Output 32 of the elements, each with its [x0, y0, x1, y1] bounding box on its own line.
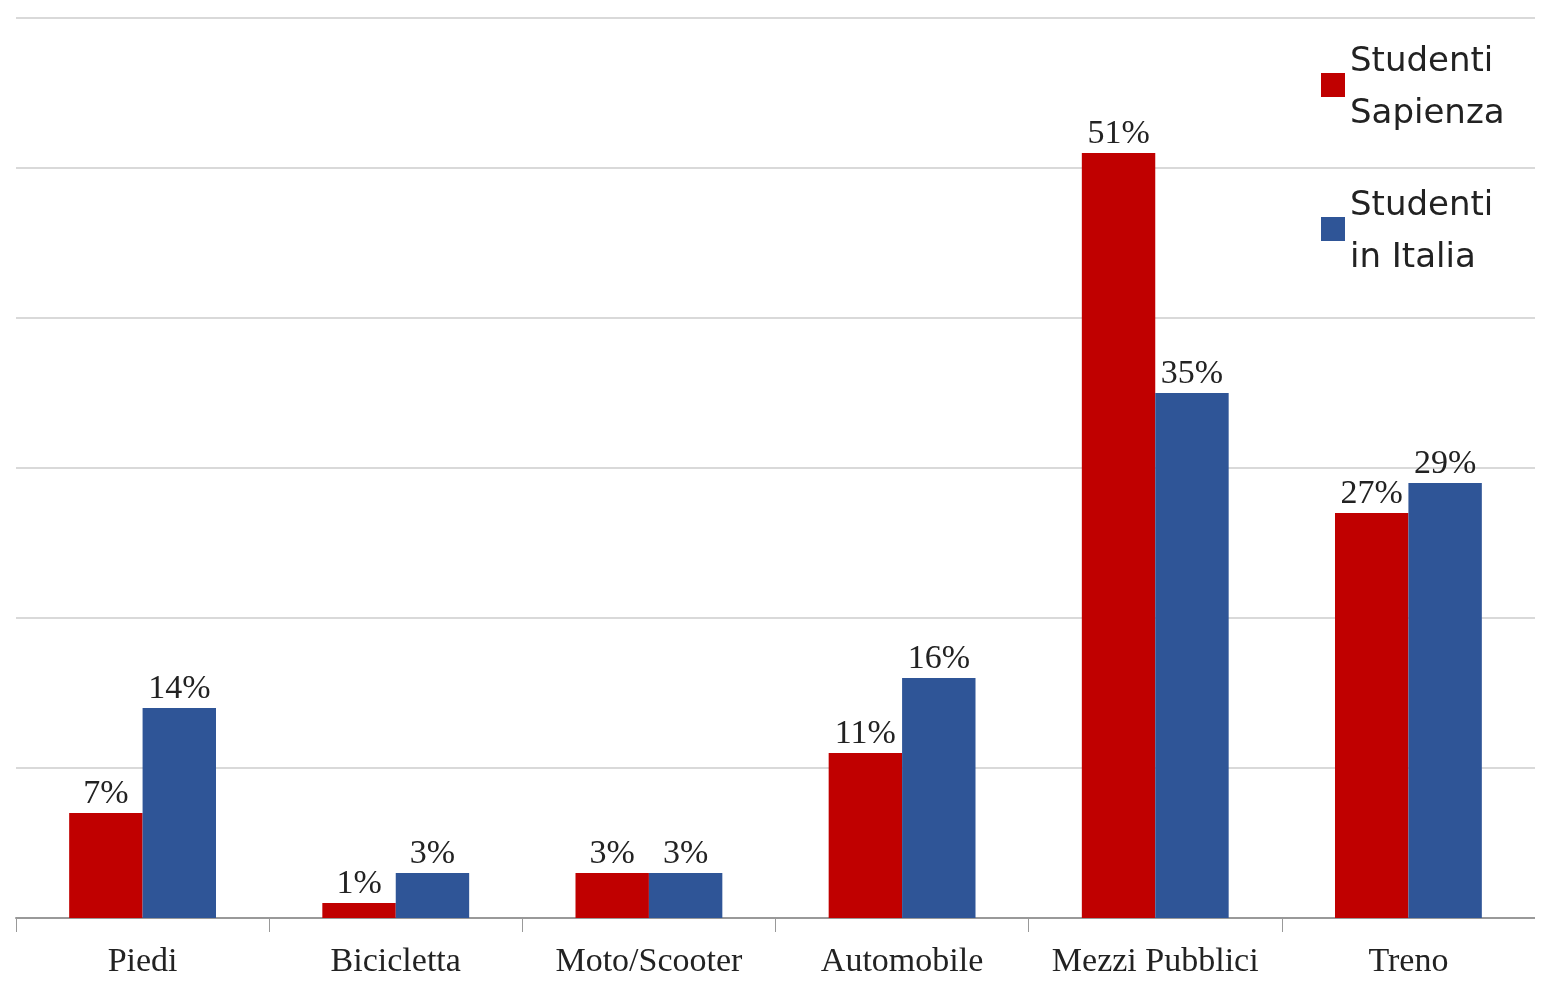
x-tick-label: Piedi: [107, 940, 178, 978]
x-tick-label: Treno: [1368, 940, 1449, 978]
x-tick-label: Moto/Scooter: [555, 940, 744, 978]
data-label: 27%: [1340, 472, 1403, 510]
x-tick-label: Automobile: [820, 940, 984, 978]
bar: [322, 903, 396, 918]
data-label: 16%: [907, 637, 970, 675]
bar: [828, 753, 903, 918]
data-label: 3%: [409, 832, 456, 870]
bar: [902, 678, 976, 918]
data-label: 35%: [1160, 352, 1224, 390]
data-label: 29%: [1413, 442, 1477, 480]
bar: [1081, 153, 1156, 918]
bar: [395, 873, 470, 918]
x-tick-label: Bicicletta: [330, 940, 461, 978]
bar: [575, 873, 649, 918]
bar: [69, 813, 143, 918]
data-label: 51%: [1087, 112, 1150, 150]
x-tick-label: Mezzi Pubblici: [1051, 940, 1259, 978]
data-label: 7%: [83, 772, 129, 810]
bar: [1408, 483, 1482, 918]
bar: [142, 708, 216, 918]
legend-label: Studenti Sapienza: [1350, 39, 1505, 131]
data-label: 11%: [834, 712, 896, 750]
data-label: 3%: [589, 832, 635, 870]
data-label: 14%: [148, 667, 211, 705]
legend-label: Studenti in Italia: [1350, 183, 1505, 275]
bar: [648, 873, 723, 918]
bar: [1335, 513, 1409, 918]
data-label: 3%: [662, 832, 709, 870]
data-label: 1%: [336, 862, 382, 900]
bar: [1155, 393, 1229, 918]
